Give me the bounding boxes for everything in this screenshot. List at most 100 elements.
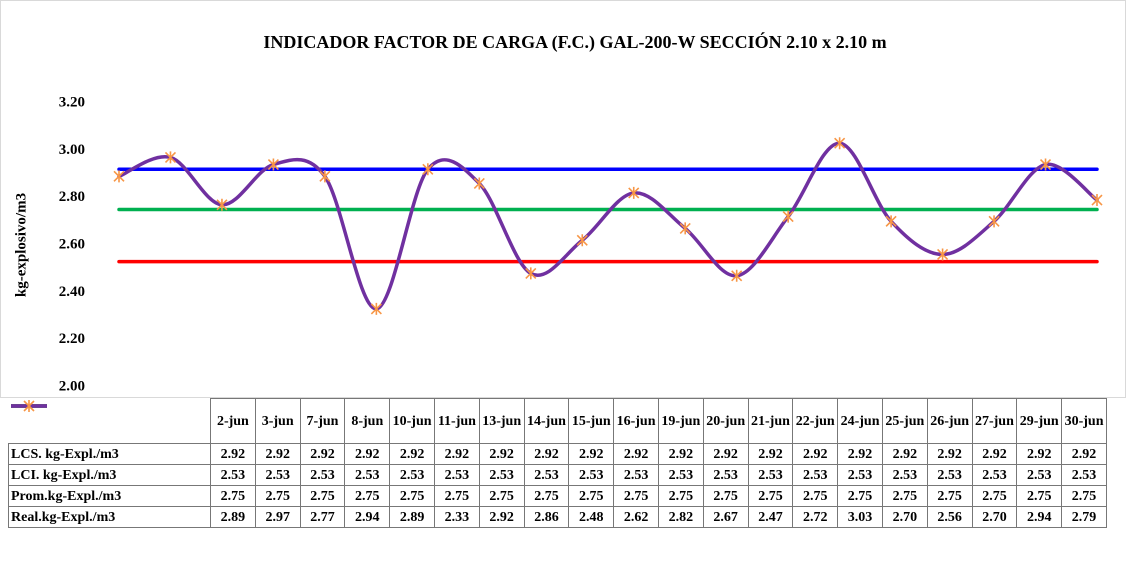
series-line [117,141,1099,311]
table-value: 2.53 [747,464,794,486]
table-value: 2.97 [254,506,301,528]
table-value: 2.70 [971,506,1018,528]
chart: INDICADOR FACTOR DE CARGA (F.C.) GAL-200… [0,0,1126,398]
table-value: 2.92 [254,443,301,465]
table-value: 2.86 [523,506,570,528]
table-value: 2.92 [837,443,883,465]
category-label: 11-jun [433,398,480,444]
y-tick-label: 2.00 [59,378,85,394]
table-value: 2.75 [747,485,794,507]
marker-shape [216,198,228,211]
y-tick-label: 3.20 [59,94,85,110]
category-label: 7-jun [299,398,346,444]
marker-shape [422,163,434,176]
y-tick-label: 3.00 [59,142,85,158]
marker-shape [731,269,743,282]
data-point [216,198,228,211]
table-value: 2.92 [1061,443,1107,465]
table-value: 2.75 [523,485,570,507]
table-value: 2.92 [389,443,435,465]
table-value: 2.92 [433,443,480,465]
marker-shape [782,210,794,223]
table-value: 2.75 [881,485,928,507]
table-value: 2.92 [702,443,749,465]
y-tick-label: 2.20 [59,331,85,347]
marker-shape [370,302,382,315]
category-label: 21-jun [747,398,794,444]
table-value: 2.75 [389,485,435,507]
category-label: 2-jun [210,398,256,444]
marker-shape [885,215,897,228]
table-value: 2.75 [254,485,301,507]
data-point [422,163,434,176]
table-value: 2.92 [657,443,704,465]
legend-label: LCI. kg-Expl./m3 [11,467,117,483]
marker-shape [267,158,279,171]
category-label: 29-jun [1016,398,1063,444]
marker-shape [679,222,691,235]
table-value: 2.92 [881,443,928,465]
data-point [267,158,279,171]
data-point [937,248,949,261]
series-row: LCI. kg-Expl./m3 2.53 2.53 2.53 2.53 2.53 2.53… [8,403,1107,486]
data-point [782,210,794,223]
table-value: 2.75 [971,485,1018,507]
category-label: 3-jun [254,398,301,444]
data-point [164,151,177,164]
table-value: 2.75 [926,485,973,507]
data-point [834,137,846,150]
table-value: 2.62 [613,506,659,528]
marker-shape [113,170,125,183]
category-label: 22-jun [792,398,839,444]
table-value: 2.48 [568,506,615,528]
table-value: 2.53 [837,464,883,486]
table-value: 2.53 [478,464,525,486]
table-value: 2.92 [568,443,615,465]
data-point [525,267,537,280]
table-value: 2.94 [1016,506,1063,528]
table-value: 2.53 [523,464,570,486]
category-label: 8-jun [344,398,391,444]
table-value: 2.72 [792,506,839,528]
category-label: 13-jun [478,398,525,444]
chart-border [0,0,1126,398]
table-value: 2.89 [210,506,256,528]
y-tick-label: 2.80 [59,189,85,205]
marker-shape [988,215,1000,228]
table-value: 2.53 [926,464,973,486]
table-value: 2.75 [299,485,346,507]
table-value: 2.53 [344,464,391,486]
y-tick-label: 2.60 [59,236,85,252]
data-point [319,170,331,183]
table-value: 2.53 [568,464,615,486]
table-value: 2.67 [702,506,749,528]
table-value: 2.75 [478,485,525,507]
data-point [885,215,897,228]
table-value: 2.75 [568,485,615,507]
category-label: 30-jun [1061,398,1107,444]
table-value: 2.53 [254,464,301,486]
marker-shape [576,234,588,247]
data-point [370,302,382,315]
table-value: 2.92 [523,443,570,465]
table-value: 2.53 [433,464,480,486]
table-value: 2.75 [657,485,704,507]
table-value: 2.53 [702,464,749,486]
marker-shape [473,177,485,190]
marker-shape [834,137,846,150]
table-value: 2.53 [792,464,839,486]
category-label: 27-jun [971,398,1018,444]
data-point [988,215,1000,228]
data-point [679,222,691,235]
table-value: 2.75 [837,485,883,507]
table-value: 2.33 [433,506,480,528]
table-value: 2.92 [926,443,973,465]
series-row: Real.kg-Expl./m3 2.89 2.97 2.77 2.94 2.89 2.33… [8,399,1107,528]
category-label: 10-jun [389,398,435,444]
marker-shape [1039,158,1052,171]
legend-label: LCS. kg-Expl./m3 [11,446,119,462]
table-value: 2.53 [657,464,704,486]
table-value: 2.75 [1061,485,1107,507]
marker-shape [525,267,537,280]
